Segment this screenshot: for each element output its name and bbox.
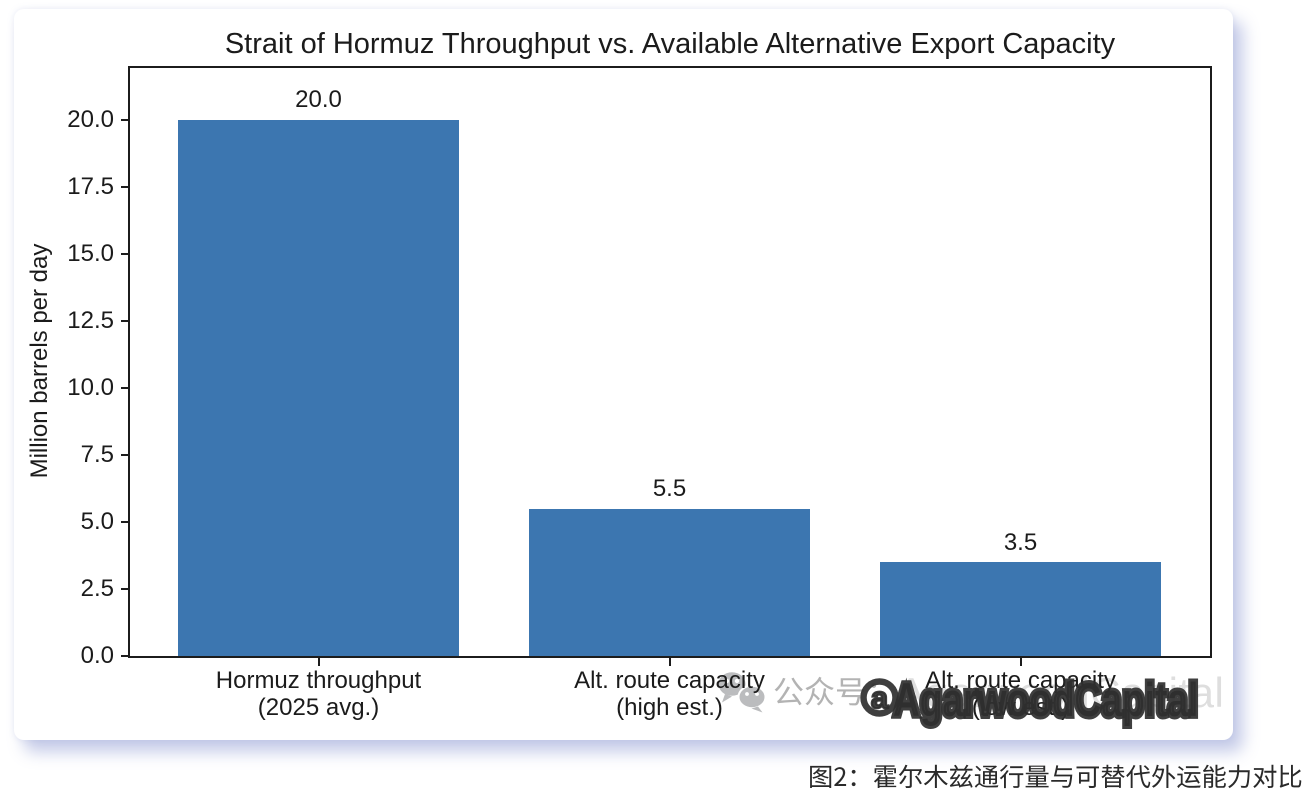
svg-text:a: a <box>870 680 888 715</box>
